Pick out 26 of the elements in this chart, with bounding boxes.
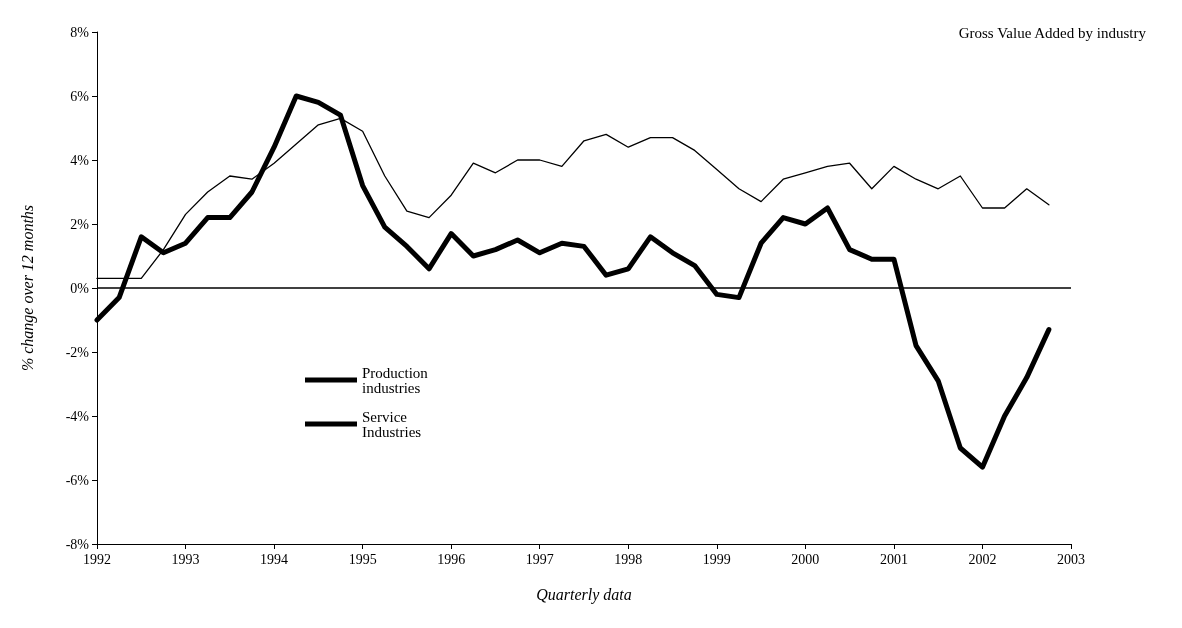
x-tick-label: 1992 <box>83 551 111 567</box>
x-tick-label: 2003 <box>1057 551 1085 567</box>
y-tick-label: -4% <box>65 408 90 424</box>
x-tick-label: 2001 <box>879 551 908 567</box>
x-tick-label: 1996 <box>437 551 466 567</box>
y-tick-label: 4% <box>70 152 90 168</box>
x-tick-label: 1997 <box>525 551 554 567</box>
x-tick-label: 1994 <box>260 551 289 567</box>
y-tick-label: 8% <box>70 24 90 40</box>
legend-label: Service Industries <box>362 408 422 440</box>
y-axis-title: % change over 12 months <box>18 204 37 372</box>
x-tick-label: 1995 <box>348 551 377 567</box>
y-tick-label: -6% <box>65 472 90 488</box>
x-tick-label: 1999 <box>702 551 731 567</box>
x-tick-label: 2000 <box>791 551 820 567</box>
x-axis-title: Quarterly data <box>536 585 632 604</box>
x-tick-label: 1993 <box>171 551 200 567</box>
chart-title: Gross Value Added by industry <box>958 24 1147 41</box>
y-tick-label: -8% <box>65 536 90 552</box>
x-tick-label: 2002 <box>968 551 997 567</box>
y-tick-label: -2% <box>65 344 90 360</box>
y-tick-label: 6% <box>70 88 90 104</box>
y-tick-label: 2% <box>70 216 90 232</box>
y-tick-label: 0% <box>70 280 90 296</box>
legend-label: Production industries <box>362 364 432 396</box>
x-tick-label: 1998 <box>614 551 643 567</box>
